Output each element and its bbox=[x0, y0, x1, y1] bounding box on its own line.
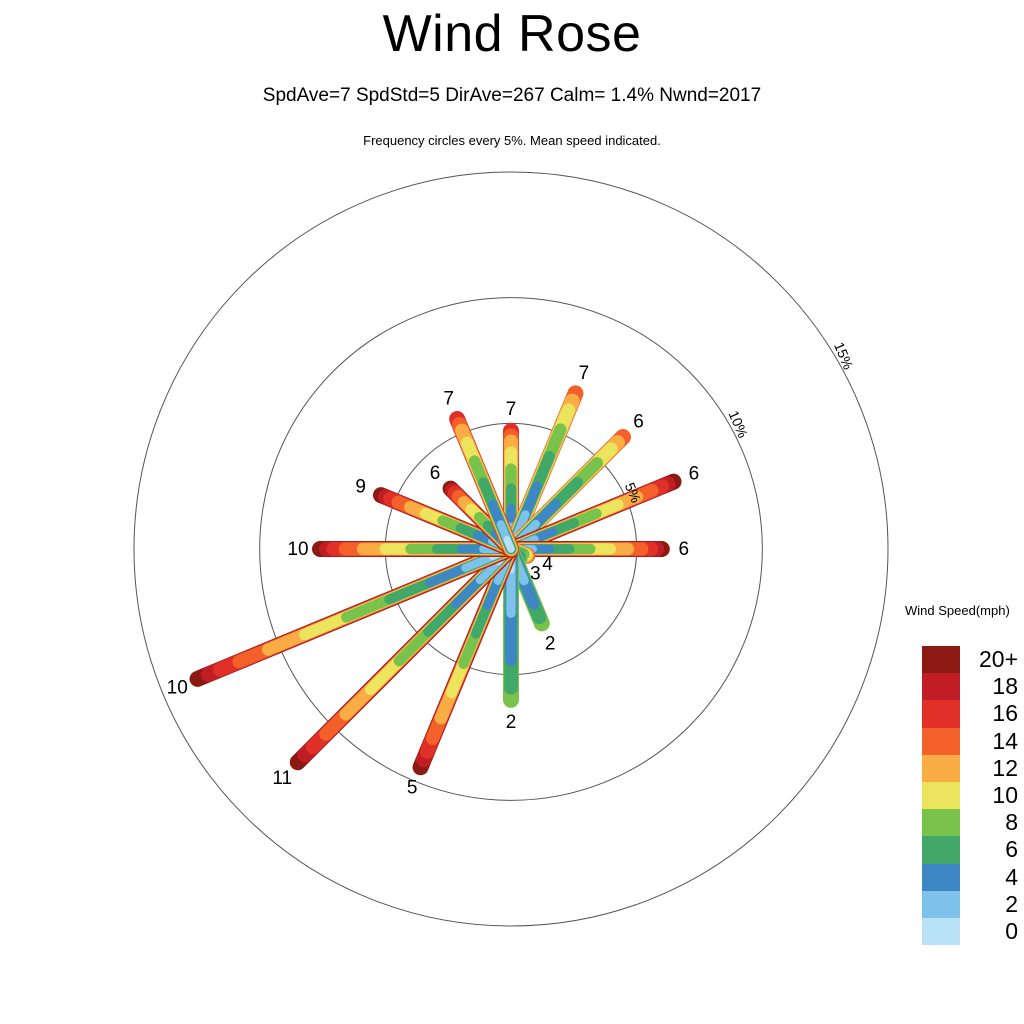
petal-mean-speed-label: 6 bbox=[689, 463, 700, 484]
petal-wsw bbox=[189, 541, 519, 687]
legend-item: 2 bbox=[922, 890, 1022, 918]
petal-mean-speed-label: 2 bbox=[506, 712, 517, 733]
petal-mean-speed-label: 7 bbox=[579, 363, 590, 384]
legend-title: Wind Speed(mph) bbox=[905, 603, 1010, 618]
legend-swatch bbox=[922, 673, 960, 701]
legend-label: 12 bbox=[992, 754, 1018, 781]
legend-swatch bbox=[922, 917, 960, 946]
legend-label: 14 bbox=[992, 727, 1018, 754]
petals-layer bbox=[189, 385, 682, 776]
legend-swatch bbox=[922, 836, 960, 864]
legend-item: 14 bbox=[922, 727, 1022, 755]
petal-mean-speed-label: 7 bbox=[443, 389, 454, 410]
legend-label: 4 bbox=[1005, 863, 1018, 890]
legend-swatch bbox=[922, 727, 960, 755]
frequency-note: Frequency circles every 5%. Mean speed i… bbox=[363, 133, 661, 148]
legend-item: 10 bbox=[922, 781, 1022, 810]
legend-swatch bbox=[922, 700, 960, 728]
petal-nnw bbox=[449, 410, 519, 557]
legend-label: 8 bbox=[1005, 809, 1018, 836]
legend-item: 20+ bbox=[922, 646, 1022, 674]
petal-mean-speed-label: 6 bbox=[430, 463, 441, 484]
legend-label: 18 bbox=[992, 673, 1018, 700]
legend-swatch bbox=[922, 809, 960, 837]
grid-circle bbox=[133, 171, 889, 927]
page-title: Wind Rose bbox=[382, 5, 642, 63]
petal-mean-speed-label: 10 bbox=[287, 539, 308, 560]
legend-label: 2 bbox=[1005, 890, 1018, 917]
petal-mean-speed-label: 9 bbox=[355, 477, 366, 498]
legend-swatch bbox=[922, 863, 960, 891]
legend-item: 16 bbox=[922, 700, 1022, 728]
legend-label: 20+ bbox=[978, 646, 1018, 673]
petal-mean-speed-label: 2 bbox=[545, 634, 556, 655]
legend-label: 16 bbox=[992, 700, 1018, 727]
legend-swatch bbox=[922, 646, 960, 674]
legend-swatch bbox=[922, 754, 960, 782]
petal-mean-speed-label: 7 bbox=[506, 399, 517, 420]
petal-mean-speed-label: 10 bbox=[167, 677, 188, 698]
petal-mean-speed-label: 6 bbox=[679, 539, 690, 560]
petal-mean-speed-label: 3 bbox=[530, 563, 541, 584]
legend-swatch bbox=[922, 781, 960, 810]
petal-mean-speed-label: 11 bbox=[272, 768, 292, 789]
petal-mean-speed-label: 4 bbox=[542, 554, 553, 575]
petal-sw bbox=[289, 541, 519, 771]
legend-item: 12 bbox=[922, 754, 1022, 782]
summary-stats: SpdAve=7 SpdStd=5 DirAve=267 Calm= 1.4% … bbox=[262, 85, 762, 106]
legend-item: 6 bbox=[922, 836, 1022, 864]
legend-label: 10 bbox=[992, 782, 1018, 809]
legend-item: 8 bbox=[922, 809, 1022, 837]
legend-item: 18 bbox=[922, 673, 1022, 701]
legend-item: 4 bbox=[922, 863, 1022, 891]
grid-circle bbox=[259, 297, 763, 801]
petal-labels: 7 7 6 6 6 43 2 2 5 11 10 10 9 6 7 bbox=[167, 363, 700, 798]
petal-segment bbox=[503, 535, 515, 553]
ring-label: 5% bbox=[622, 480, 645, 505]
legend-label: 6 bbox=[1005, 836, 1018, 863]
legend-item: 0 bbox=[922, 917, 1022, 946]
petal-mean-speed-label: 5 bbox=[407, 778, 418, 799]
legend-label: 0 bbox=[1005, 917, 1018, 944]
legend: 20+ 18 16 14 12 10 8 6 4 2 0 bbox=[922, 646, 1022, 946]
petal-mean-speed-label: 6 bbox=[633, 411, 644, 432]
legend-swatch bbox=[922, 890, 960, 918]
